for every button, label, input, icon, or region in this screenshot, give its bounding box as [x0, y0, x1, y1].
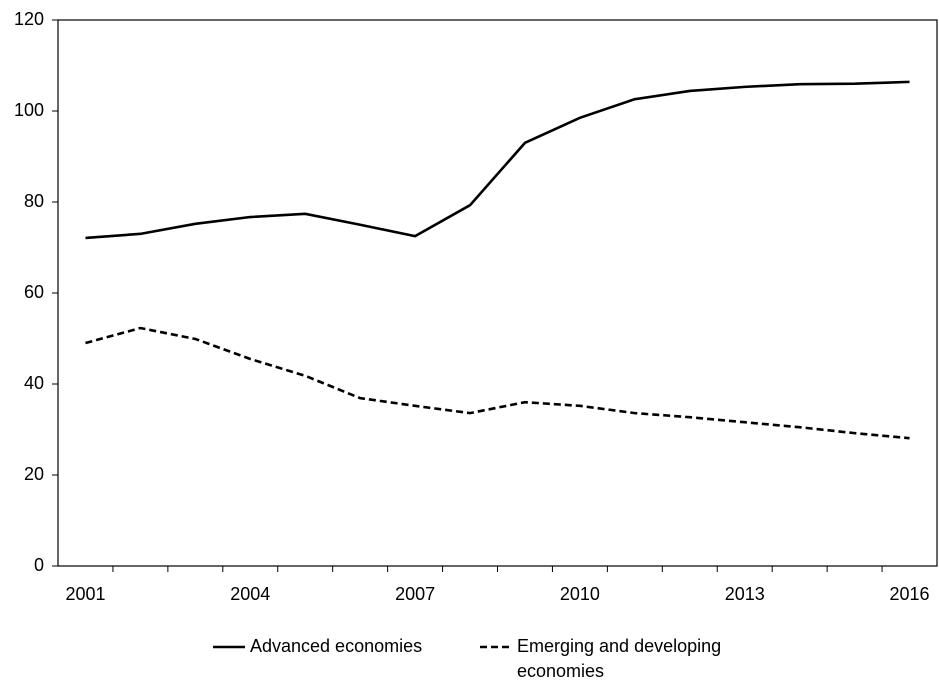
- legend-label: Emerging and developing economies: [517, 636, 722, 680]
- y-tick-label: 20: [24, 464, 44, 484]
- x-tick-label: 2004: [230, 584, 270, 604]
- x-tick-label: 2007: [395, 584, 435, 604]
- plot-frame: [57, 19, 938, 567]
- x-tick-label: 2013: [725, 584, 765, 604]
- series-line: [85, 326, 910, 440]
- x-tick-label: 2016: [890, 584, 930, 604]
- x-tick-label: 2010: [560, 584, 600, 604]
- y-tick-label: 0: [34, 555, 44, 575]
- y-tick-label: 120: [14, 9, 44, 29]
- y-tick-label: 100: [14, 100, 44, 120]
- y-tick-label: 80: [24, 191, 44, 211]
- y-tick-label: 60: [24, 282, 44, 302]
- legend-label: Advanced economies: [250, 636, 423, 656]
- y-tick-label: 40: [24, 373, 44, 393]
- x-tick-label: 2001: [65, 584, 105, 604]
- series-line: [85, 80, 910, 240]
